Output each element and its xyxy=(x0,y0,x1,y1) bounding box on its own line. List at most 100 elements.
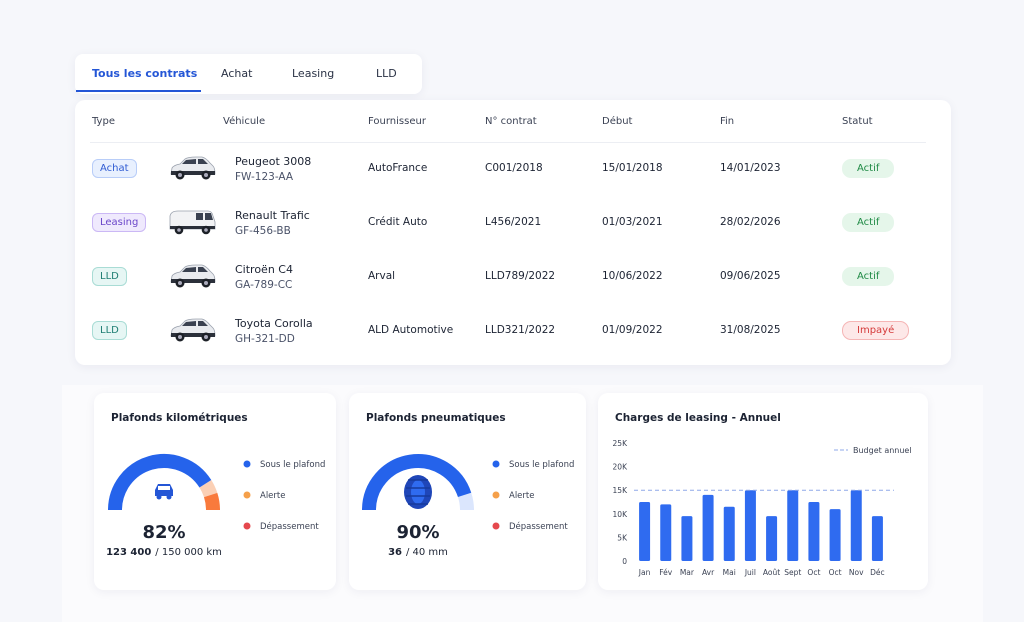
table-card xyxy=(75,100,951,365)
type-badge: LLD xyxy=(92,267,127,286)
legend-label: Dépassement xyxy=(509,521,568,532)
tab[interactable]: Achat xyxy=(221,67,253,80)
gauge-over-zone xyxy=(203,492,220,511)
gauge-limit: / 40 mm xyxy=(406,547,448,558)
end-date: 28/02/2026 xyxy=(720,216,781,228)
x-tick-label: Oct xyxy=(807,568,820,577)
column-header: Type xyxy=(92,116,115,127)
y-tick-label: 20K xyxy=(613,463,629,472)
bar xyxy=(660,504,672,561)
x-tick-label: Avr xyxy=(702,568,715,577)
vehicle-image xyxy=(170,318,216,342)
bar xyxy=(744,490,756,561)
gauge-detail: 36 / 40 mm xyxy=(388,547,448,558)
x-tick-label: Sept xyxy=(784,568,801,577)
gauge-limit: / 150 000 km xyxy=(155,547,222,558)
contract-number: L456/2021 xyxy=(485,216,542,228)
legend-label: Alerte xyxy=(509,491,534,501)
gauge-alert-zone xyxy=(199,479,218,498)
bar xyxy=(639,502,651,561)
legend-label: Budget annuel xyxy=(853,446,912,455)
end-date: 09/06/2025 xyxy=(720,270,781,282)
tab[interactable]: LLD xyxy=(376,67,397,80)
tab-bar xyxy=(75,54,422,94)
vehicle-plate: FW-123-AA xyxy=(235,171,294,183)
y-tick-label: 25K xyxy=(613,439,629,448)
vehicle-name: Peugeot 3008 xyxy=(235,155,312,168)
tab[interactable]: Leasing xyxy=(292,67,335,80)
start-date: 10/06/2022 xyxy=(602,270,663,282)
vehicle-name: Citroën C4 xyxy=(235,263,293,276)
column-header: Statut xyxy=(842,116,873,127)
gauge-title: Plafonds kilométriques xyxy=(111,412,248,424)
status-badge: Actif xyxy=(842,159,895,178)
bar xyxy=(723,506,735,561)
vehicle-image xyxy=(169,210,216,235)
y-tick-label: 0 xyxy=(622,557,627,566)
x-tick-label: Mai xyxy=(723,568,736,577)
type-badge: Leasing xyxy=(92,213,147,232)
column-header: Début xyxy=(602,116,633,127)
supplier: ALD Automotive xyxy=(368,324,454,336)
gauge-detail: 123 400 / 150 000 km xyxy=(106,547,222,558)
x-tick-label: Août xyxy=(763,568,780,577)
tab[interactable]: Tous les contrats xyxy=(92,67,198,80)
start-date: 01/03/2021 xyxy=(602,216,663,228)
contract-number: C001/2018 xyxy=(485,162,543,174)
type-badge: LLD xyxy=(92,321,127,340)
car-icon xyxy=(155,484,173,500)
status-badge: Actif xyxy=(842,267,895,286)
supplier: Crédit Auto xyxy=(368,216,428,228)
bar xyxy=(766,516,778,561)
legend-label: Sous le plafond xyxy=(260,460,325,470)
active-tab-underline xyxy=(76,90,201,92)
bar xyxy=(702,494,714,561)
legend-dot xyxy=(243,460,251,468)
status-badge: Actif xyxy=(842,213,895,232)
header-divider xyxy=(90,142,926,143)
bar xyxy=(850,490,862,561)
end-date: 14/01/2023 xyxy=(720,162,781,174)
start-date: 01/09/2022 xyxy=(602,324,663,336)
x-tick-label: Fév xyxy=(659,568,673,577)
y-tick-label: 15K xyxy=(613,486,629,495)
bar xyxy=(871,516,883,561)
bar xyxy=(787,490,799,561)
contract-number: LLD321/2022 xyxy=(485,324,556,336)
x-tick-label: Nov xyxy=(849,568,864,577)
legend-label: Dépassement xyxy=(260,521,319,532)
legend-label: Alerte xyxy=(260,491,285,501)
y-tick-label: 10K xyxy=(613,510,629,519)
legend-dot xyxy=(243,522,251,530)
vehicle-plate: GA-789-CC xyxy=(235,279,293,291)
y-tick-label: 5K xyxy=(617,533,628,542)
supplier: Arval xyxy=(368,270,396,282)
vehicle-plate: GH-321-DD xyxy=(235,333,295,345)
column-header: Fin xyxy=(720,116,735,127)
type-badge: Achat xyxy=(92,159,137,178)
x-tick-label: Juil xyxy=(744,568,756,577)
legend-label: Sous le plafond xyxy=(509,460,574,470)
column-header: Fournisseur xyxy=(368,116,426,127)
gauge-used: 123 400 xyxy=(106,547,151,558)
legend-dot xyxy=(243,491,251,499)
x-tick-label: Mar xyxy=(680,568,695,577)
column-header: N° contrat xyxy=(485,116,537,127)
bar xyxy=(829,509,841,561)
tire-icon xyxy=(404,475,432,509)
x-tick-label: Jan xyxy=(638,568,651,577)
gauge-title: Plafonds pneumatiques xyxy=(366,412,506,424)
vehicle-name: Toyota Corolla xyxy=(235,317,313,330)
vehicle-image xyxy=(170,156,216,180)
start-date: 15/01/2018 xyxy=(602,162,663,174)
gauge-used: 36 xyxy=(388,547,402,558)
vehicle-image xyxy=(170,264,216,288)
end-date: 31/08/2025 xyxy=(720,324,781,336)
chart-title: Charges de leasing - Annuel xyxy=(615,412,781,424)
legend-dot xyxy=(492,522,500,530)
legend-dot xyxy=(492,491,500,499)
gauge-arc xyxy=(362,454,472,511)
status-badge: Impayé xyxy=(842,321,910,340)
gauge-percent: 90% xyxy=(396,522,439,543)
